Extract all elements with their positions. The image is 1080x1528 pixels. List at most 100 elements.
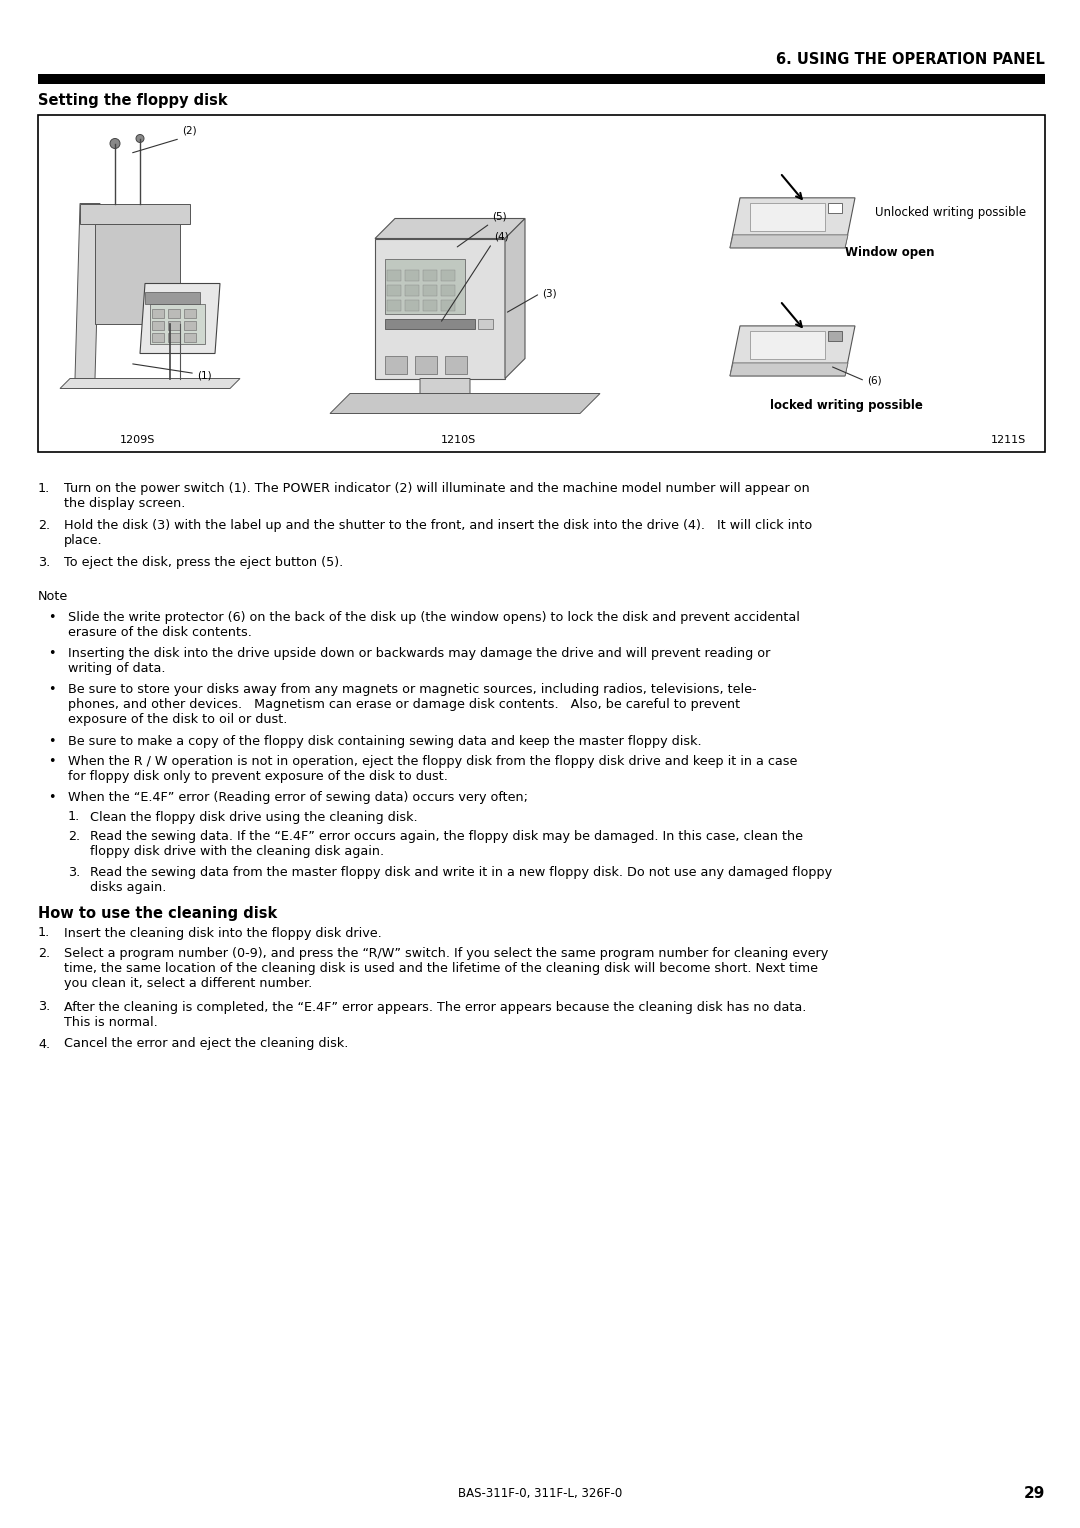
Bar — [152, 309, 164, 318]
Bar — [441, 284, 455, 295]
Polygon shape — [505, 219, 525, 379]
Bar — [384, 356, 407, 373]
Bar — [423, 284, 437, 295]
Text: Insert the cleaning disk into the floppy disk drive.: Insert the cleaning disk into the floppy… — [64, 926, 381, 940]
Text: 4.: 4. — [38, 1038, 50, 1051]
Text: (4): (4) — [494, 232, 509, 241]
Text: Select a program number (0-9), and press the “R/W” switch. If you select the sam: Select a program number (0-9), and press… — [64, 947, 828, 990]
Text: Window open: Window open — [845, 246, 934, 260]
Polygon shape — [730, 235, 848, 248]
Text: 1210S: 1210S — [441, 435, 475, 445]
Text: (1): (1) — [197, 370, 212, 380]
Text: Inserting the disk into the drive upside down or backwards may damage the drive : Inserting the disk into the drive upside… — [68, 646, 770, 675]
Text: •: • — [48, 755, 55, 769]
Text: Be sure to make a copy of the floppy disk containing sewing data and keep the ma: Be sure to make a copy of the floppy dis… — [68, 735, 702, 749]
Bar — [38, 73, 1045, 84]
Text: (2): (2) — [183, 125, 197, 136]
Text: •: • — [48, 611, 55, 623]
Text: •: • — [48, 683, 55, 695]
Bar — [152, 333, 164, 341]
Bar — [384, 258, 465, 313]
Text: 1.: 1. — [38, 926, 51, 940]
Bar — [387, 269, 401, 281]
Polygon shape — [60, 379, 240, 388]
Bar — [184, 321, 195, 330]
Bar — [750, 203, 825, 231]
Text: •: • — [48, 792, 55, 804]
Polygon shape — [375, 219, 525, 238]
Text: locked writing possible: locked writing possible — [770, 399, 923, 413]
Polygon shape — [95, 223, 180, 324]
Text: 3.: 3. — [38, 1001, 51, 1013]
Text: 6. USING THE OPERATION PANEL: 6. USING THE OPERATION PANEL — [777, 52, 1045, 67]
Text: 1.: 1. — [38, 481, 51, 495]
Circle shape — [110, 139, 120, 148]
Polygon shape — [375, 238, 505, 379]
Text: 2.: 2. — [68, 830, 80, 843]
Text: 2.: 2. — [38, 947, 50, 960]
Text: Be sure to store your disks away from any magnets or magnetic sources, including: Be sure to store your disks away from an… — [68, 683, 757, 726]
Circle shape — [136, 134, 144, 142]
Text: •: • — [48, 646, 55, 660]
Text: Turn on the power switch (1). The POWER indicator (2) will illuminate and the ma: Turn on the power switch (1). The POWER … — [64, 481, 810, 510]
Text: 2.: 2. — [38, 520, 50, 532]
Bar — [445, 356, 467, 373]
Bar — [168, 309, 180, 318]
Text: Cancel the error and eject the cleaning disk.: Cancel the error and eject the cleaning … — [64, 1038, 349, 1051]
Bar — [387, 299, 401, 310]
Bar — [441, 269, 455, 281]
Text: (3): (3) — [542, 289, 556, 298]
Bar — [828, 203, 842, 212]
Text: Unlocked writing possible: Unlocked writing possible — [875, 206, 1026, 220]
Text: BAS-311F-0, 311F-L, 326F-0: BAS-311F-0, 311F-L, 326F-0 — [458, 1487, 622, 1499]
Bar — [405, 284, 419, 295]
Text: When the “E.4F” error (Reading error of sewing data) occurs very often;: When the “E.4F” error (Reading error of … — [68, 792, 528, 804]
Text: (5): (5) — [492, 211, 507, 222]
Bar — [384, 318, 475, 329]
Polygon shape — [330, 394, 600, 414]
Text: 1.: 1. — [68, 810, 80, 824]
Bar — [184, 333, 195, 341]
Text: Slide the write protector (6) on the back of the disk up (the window opens) to l: Slide the write protector (6) on the bac… — [68, 611, 800, 639]
Text: Read the sewing data. If the “E.4F” error occurs again, the floppy disk may be d: Read the sewing data. If the “E.4F” erro… — [90, 830, 804, 859]
Bar — [441, 299, 455, 310]
Bar — [168, 333, 180, 341]
Bar — [168, 321, 180, 330]
Text: How to use the cleaning disk: How to use the cleaning disk — [38, 906, 278, 921]
Text: When the R / W operation is not in operation, eject the floppy disk from the flo: When the R / W operation is not in opera… — [68, 755, 797, 782]
Bar — [828, 332, 842, 341]
Bar — [405, 299, 419, 310]
Bar — [145, 292, 200, 304]
Text: Note: Note — [38, 590, 68, 604]
Bar — [478, 318, 492, 329]
Polygon shape — [140, 284, 220, 353]
Bar — [423, 299, 437, 310]
Text: After the cleaning is completed, the “E.4F” error appears. The error appears bec: After the cleaning is completed, the “E.… — [64, 1001, 807, 1028]
Bar — [387, 284, 401, 295]
Bar — [423, 269, 437, 281]
Polygon shape — [730, 364, 848, 376]
Text: 1211S: 1211S — [990, 435, 1026, 445]
Bar — [415, 356, 437, 373]
Polygon shape — [80, 203, 190, 223]
Polygon shape — [730, 325, 855, 376]
Text: 3.: 3. — [38, 556, 51, 568]
Text: 1209S: 1209S — [120, 435, 156, 445]
Bar — [150, 304, 205, 344]
Text: 29: 29 — [1024, 1485, 1045, 1500]
Bar — [750, 332, 825, 359]
Text: (6): (6) — [867, 376, 881, 387]
Polygon shape — [730, 197, 855, 248]
Text: Read the sewing data from the master floppy disk and write it in a new floppy di: Read the sewing data from the master flo… — [90, 866, 832, 894]
Bar — [184, 309, 195, 318]
Bar — [152, 321, 164, 330]
Text: Clean the floppy disk drive using the cleaning disk.: Clean the floppy disk drive using the cl… — [90, 810, 418, 824]
Bar — [38, 115, 1045, 452]
Text: •: • — [48, 735, 55, 749]
Polygon shape — [75, 203, 100, 379]
Text: 3.: 3. — [68, 866, 80, 879]
Text: Setting the floppy disk: Setting the floppy disk — [38, 93, 228, 107]
Text: To eject the disk, press the eject button (5).: To eject the disk, press the eject butto… — [64, 556, 343, 568]
Polygon shape — [410, 379, 480, 414]
Text: Hold the disk (3) with the label up and the shutter to the front, and insert the: Hold the disk (3) with the label up and … — [64, 520, 812, 547]
